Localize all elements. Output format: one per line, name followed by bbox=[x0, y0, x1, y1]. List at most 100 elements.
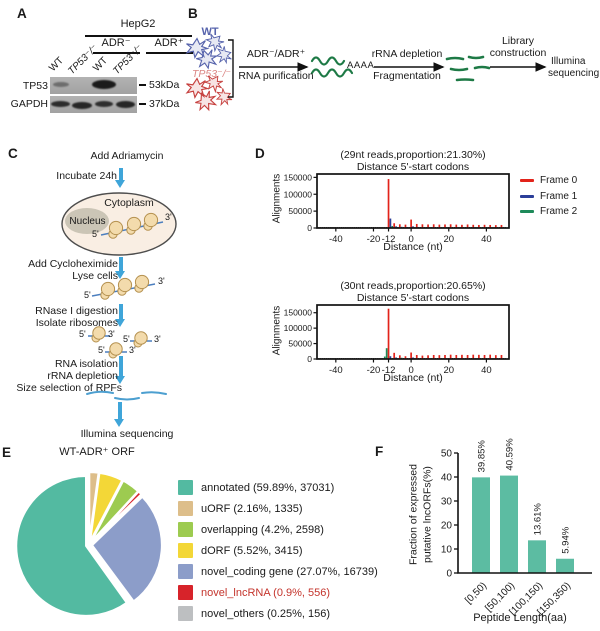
lane-label-wt-2: WT bbox=[91, 55, 110, 74]
svg-text:50000: 50000 bbox=[288, 339, 312, 349]
lane-label-tp53ko-1: TP53⁻/⁻ bbox=[66, 42, 101, 77]
rrna-depletion-label: rRNA depletion bbox=[47, 370, 118, 382]
chart2-title-line1: (30nt reads,proportion:20.65%) bbox=[340, 280, 486, 292]
rpf-fragments-icon bbox=[86, 390, 167, 401]
pie-legend-text: novel_others (0.25%, 156) bbox=[201, 607, 331, 620]
svg-text:-20: -20 bbox=[367, 234, 381, 245]
five-prime-m1: 5' bbox=[79, 329, 86, 339]
adr-neg-underline bbox=[93, 52, 140, 54]
pie-legend-text: overlapping (4.2%, 2598) bbox=[201, 523, 324, 536]
step3-top-label-line1: Library bbox=[501, 35, 535, 47]
svg-text:13.61%: 13.61% bbox=[533, 503, 544, 536]
panel-e-label: E bbox=[2, 445, 12, 460]
pie-legend-color-key bbox=[178, 585, 193, 600]
orf-pie-chart bbox=[15, 470, 164, 617]
svg-text:-12: -12 bbox=[382, 365, 396, 376]
frame1-color-key bbox=[520, 194, 534, 198]
gapdh-band-3 bbox=[95, 101, 113, 107]
tp53-band-wt-adrpos bbox=[92, 80, 116, 89]
f-bar-3 bbox=[556, 558, 574, 573]
pie-legend-item-5: novel_lncRNA (0.9%, 556) bbox=[178, 582, 378, 603]
step2-top-label: rRNA depletion bbox=[371, 48, 443, 60]
rnase-label: RNase I digestion bbox=[35, 305, 118, 317]
pie-legend-color-key bbox=[178, 543, 193, 558]
lyse-cells-label: Lyse cells bbox=[72, 270, 118, 282]
f-ylabel-line1: Fraction of expressed bbox=[407, 464, 420, 565]
marker-37kda: 37kDa bbox=[149, 98, 180, 110]
f-bar-2 bbox=[528, 540, 546, 573]
nucleus-label: Nucleus bbox=[69, 216, 106, 227]
svg-text:20: 20 bbox=[443, 365, 454, 376]
chart2-title-line2: Distance 5'-start codons bbox=[356, 292, 470, 304]
svg-text:40: 40 bbox=[481, 234, 492, 245]
gapdh-blot-strip bbox=[50, 96, 137, 113]
blot-row-tp53-label: TP53 bbox=[22, 80, 48, 92]
pie-legend-item-2: overlapping (4.2%, 2598) bbox=[178, 519, 378, 540]
down-arrow-4 bbox=[115, 356, 125, 384]
pie-legend-item-4: novel_coding gene (27.07%, 16739) bbox=[178, 561, 378, 582]
frame2-color-key bbox=[520, 210, 534, 214]
rna-isolation-label: RNA isolation bbox=[54, 358, 118, 370]
down-arrow-1 bbox=[115, 168, 125, 188]
frame1-label: Frame 1 bbox=[540, 190, 578, 202]
frame0-label: Frame 0 bbox=[540, 175, 578, 187]
polya-label: AAAA bbox=[347, 60, 375, 71]
cycloheximide-label: Add Cycloheximide bbox=[28, 258, 118, 270]
svg-text:50: 50 bbox=[441, 449, 453, 460]
pie-legend-text: uORF (2.16%, 1335) bbox=[201, 502, 303, 515]
five-prime-1: 5' bbox=[92, 229, 99, 239]
svg-text:50000: 50000 bbox=[288, 206, 312, 216]
f-ylabel-line2: putative lncORFs(%) bbox=[421, 466, 434, 563]
down-arrow-3 bbox=[115, 304, 125, 327]
three-prime-1: 3' bbox=[165, 212, 172, 222]
panel-c-label: C bbox=[8, 146, 18, 161]
chart1-xlabel: Distance (nt) bbox=[383, 241, 443, 253]
add-adriamycin-label: Add Adriamycin bbox=[90, 150, 164, 162]
pie-title: WT-ADR⁺ ORF bbox=[59, 446, 135, 458]
size-selection-label: Size selection of RPFs bbox=[16, 382, 122, 394]
panel-d-label: D bbox=[255, 146, 265, 161]
svg-text:40: 40 bbox=[441, 473, 453, 484]
hepg2-underline bbox=[85, 35, 192, 37]
gapdh-band-1 bbox=[51, 101, 70, 107]
protocol-graphics bbox=[61, 192, 177, 401]
legend-item-frame0: Frame 0 bbox=[520, 173, 577, 189]
adr-neg-label: ADR⁻ bbox=[101, 37, 131, 49]
pie-legend-text: dORF (5.52%, 3415) bbox=[201, 544, 303, 557]
down-arrow-5 bbox=[114, 402, 124, 427]
svg-text:40.59%: 40.59% bbox=[505, 438, 516, 471]
tp53ko-cells-label: TP53⁻/⁻ bbox=[192, 68, 232, 80]
pie-legend-color-key bbox=[178, 606, 193, 621]
three-prime-m3: 3' bbox=[129, 345, 136, 355]
pie-slice-novel-coding-gene bbox=[90, 495, 164, 603]
svg-text:0: 0 bbox=[408, 234, 413, 245]
tp53-blot-strip bbox=[50, 77, 137, 94]
frame-legend: Frame 0 Frame 1 Frame 2 bbox=[520, 173, 577, 220]
marker-53kda: 53kDa bbox=[149, 79, 180, 91]
monosomes-after-rnase bbox=[88, 326, 152, 359]
pie-slice-annotated bbox=[15, 474, 129, 617]
adr-pos-underline bbox=[146, 52, 193, 54]
cytoplasm-mrna-with-ribosomes bbox=[100, 212, 164, 239]
svg-text:-20: -20 bbox=[367, 365, 381, 376]
marker-dash-37 bbox=[139, 103, 146, 105]
svg-text:[0,50): [0,50) bbox=[463, 580, 489, 606]
svg-text:-40: -40 bbox=[329, 234, 343, 245]
five-prime-m2: 5' bbox=[123, 334, 130, 344]
pie-slice-novel-others bbox=[89, 546, 134, 606]
f-bar-0 bbox=[472, 477, 490, 573]
step3-top-label-line2: construction bbox=[489, 47, 547, 59]
step1-top-label: ADR⁻/ADR⁺ bbox=[246, 48, 306, 60]
pie-legend-text: annotated (59.89%, 37031) bbox=[201, 481, 335, 494]
svg-text:100000: 100000 bbox=[284, 189, 313, 199]
gapdh-band-4 bbox=[116, 101, 135, 108]
metagene-chart-29nt: 0 50000 100000 150000 -40 -20 -12 0 20 40 bbox=[284, 172, 510, 245]
legend-item-frame1: Frame 1 bbox=[520, 189, 577, 205]
svg-text:30: 30 bbox=[441, 497, 453, 508]
chart1-title-line1: (29nt reads,proportion:21.30%) bbox=[340, 149, 486, 161]
cytoplasm-label: Cytoplasm bbox=[104, 197, 154, 209]
pie-legend-color-key bbox=[178, 564, 193, 579]
lane-label-wt-1: WT bbox=[47, 55, 66, 74]
step1-bottom-label: RNA purification bbox=[238, 70, 314, 82]
